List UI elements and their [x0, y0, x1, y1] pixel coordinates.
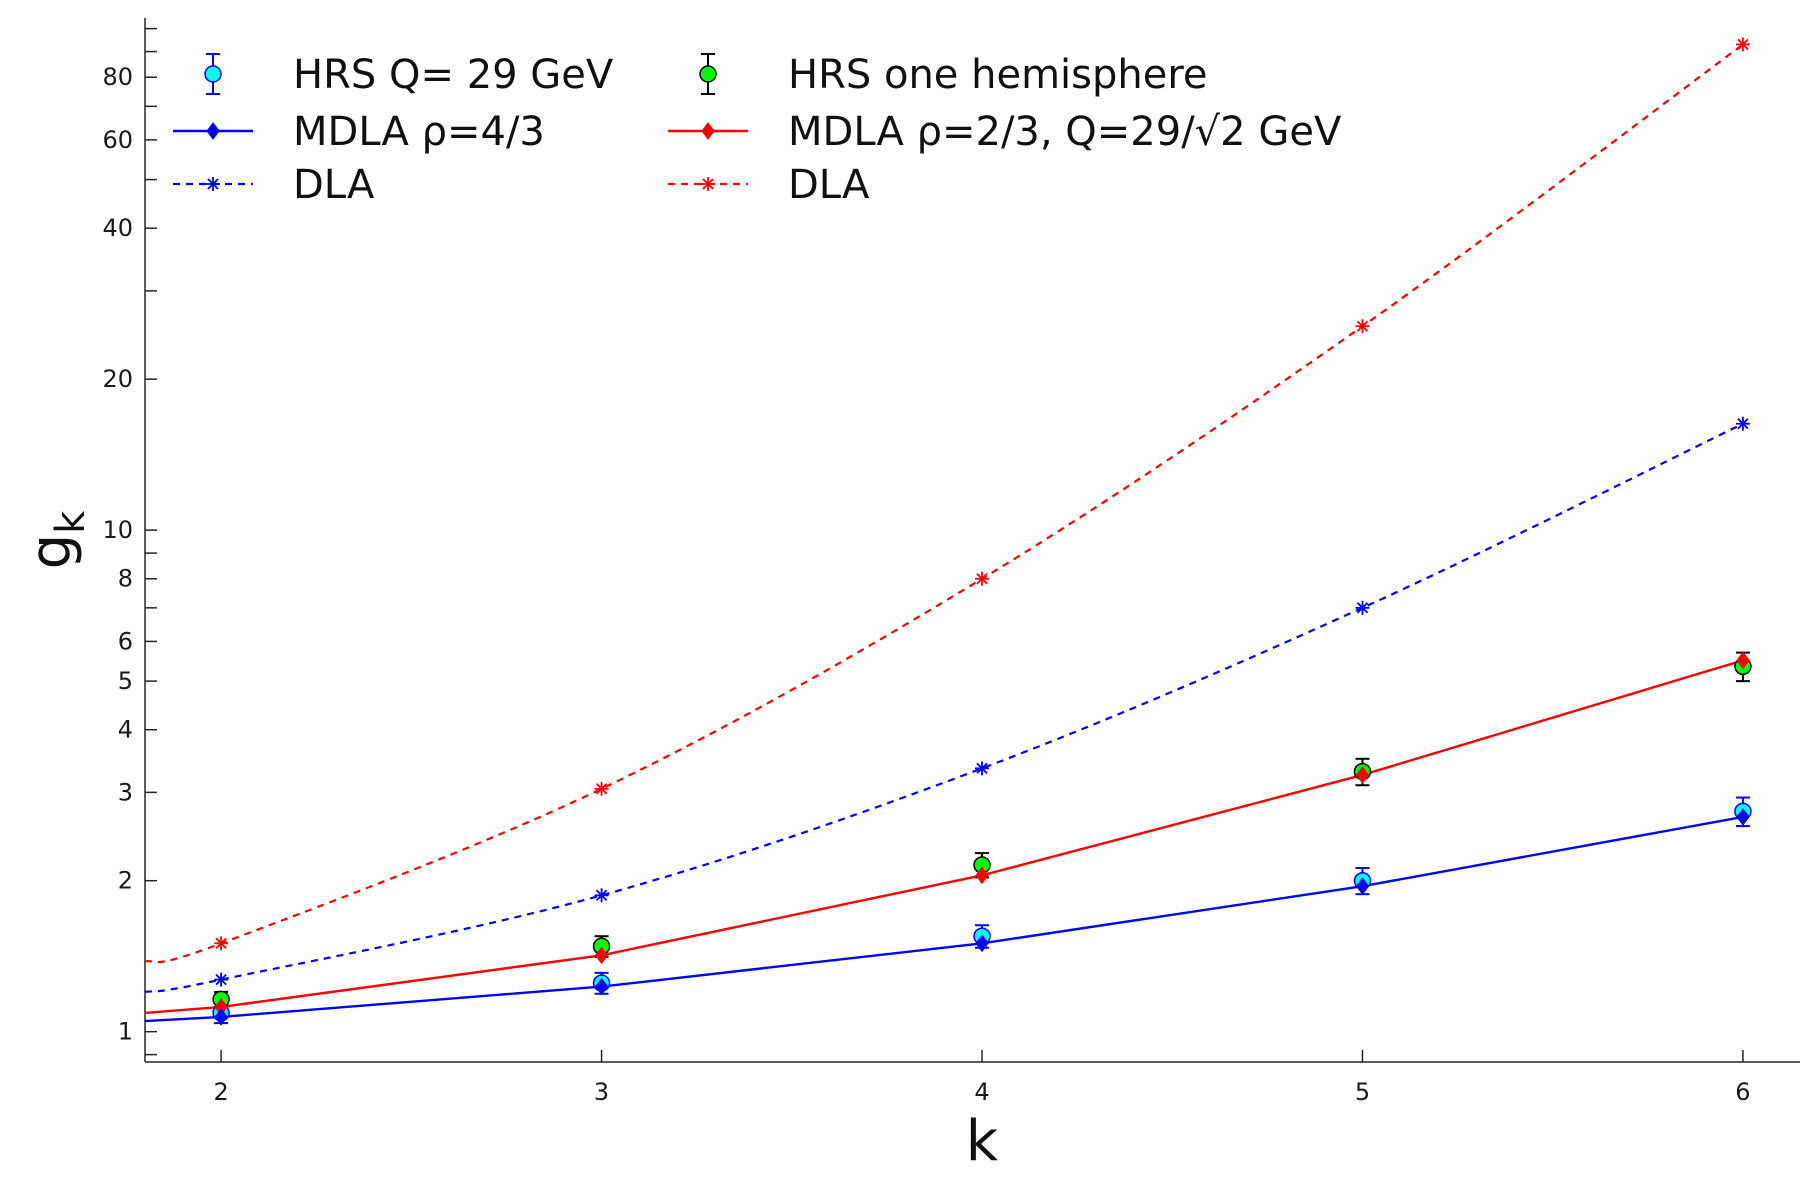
y-tick-label: 5 [118, 667, 133, 695]
y-tick-label: 80 [102, 63, 133, 91]
y-tick-label: 10 [102, 516, 133, 544]
data-point-mdla_hemi [1736, 651, 1750, 670]
series-line-mdla_hemi [144, 659, 1744, 1015]
data-point-mdla_full [214, 1008, 228, 1026]
y-tick-label: 1 [118, 1018, 133, 1046]
y-axis-title-subscript: k [48, 510, 94, 534]
legend-label-hrs_full: HRS Q= 29 GeV [293, 52, 614, 98]
legend-symbol-hrs_full [204, 53, 222, 95]
data-point-mdla_full [1355, 877, 1370, 896]
legend-label-dla_full: DLA [293, 162, 375, 208]
x-tick-label: 3 [594, 1078, 609, 1106]
legend-symbol-dla_hemi [701, 177, 715, 191]
series-line-dla_hemi [144, 43, 1744, 964]
legend-item-dla_hemi: DLA [668, 162, 870, 208]
legend-label-dla_hemi: DLA [788, 162, 870, 208]
data-point-dla_hemi [1355, 319, 1370, 334]
legend-item-mdla_full: MDLA ρ=4/3 [173, 109, 545, 155]
y-tick-label: 60 [102, 126, 133, 154]
x-tick-label: 5 [1355, 1078, 1370, 1106]
y-tick-label: 3 [118, 778, 133, 806]
plot-area [144, 37, 1752, 1026]
data-point-mdla_hemi [1355, 766, 1370, 784]
data-point-dla_full [1355, 600, 1370, 615]
data-point-dla_full [214, 972, 229, 987]
series-line-dla_full [144, 422, 1744, 994]
x-tick-label: 6 [1735, 1078, 1750, 1106]
legend-label-mdla_full: MDLA ρ=4/3 [293, 109, 545, 155]
y-tick-label: 6 [118, 627, 133, 655]
legend-label-mdla_hemi: MDLA ρ=2/3, Q=29/√2 GeV [788, 109, 1342, 155]
data-point-dla_full [1735, 416, 1750, 431]
series-line-mdla_full [144, 815, 1744, 1023]
data-point-dla_full [594, 888, 609, 903]
x-tick-label: 2 [213, 1078, 228, 1106]
legend-item-dla_full: DLA [173, 162, 375, 208]
legend-symbol-dla_full [206, 177, 220, 191]
x-tick-label: 4 [974, 1078, 989, 1106]
data-point-mdla_full [1736, 808, 1750, 826]
data-point-dla_hemi [1735, 37, 1750, 52]
data-point-dla_hemi [975, 571, 990, 586]
data-point-mdla_full [975, 934, 989, 953]
data-point-mdla_hemi [594, 946, 609, 965]
data-point-dla_hemi [594, 781, 609, 796]
legend-item-mdla_hemi: MDLA ρ=2/3, Q=29/√2 GeV [668, 109, 1342, 155]
y-tick-label: 40 [102, 214, 133, 242]
data-point-mdla_hemi [975, 866, 989, 885]
data-point-dla_full [975, 761, 990, 776]
legend-symbol-hrs_hemi [699, 53, 717, 95]
y-tick-label: 2 [118, 867, 133, 895]
legend: HRS Q= 29 GeV HRS one hemisphere MDLA ρ=4/… [173, 52, 1342, 208]
y-axis-title-main: g [19, 534, 84, 570]
legend-item-hrs_hemi: HRS one hemisphere [699, 52, 1208, 98]
legend-label-hrs_hemi: HRS one hemisphere [788, 52, 1208, 98]
y-tick-label: 4 [118, 716, 133, 744]
legend-item-hrs_full: HRS Q= 29 GeV [204, 52, 614, 98]
legend-symbol-mdla_full [206, 122, 220, 140]
x-axis-title: k [966, 1109, 999, 1174]
data-point-mdla_full [594, 977, 609, 996]
axes: 2 3 4 5 6 1 2 3 4 5 6 8 10 20 40 60 80 [102, 18, 1800, 1106]
y-tick-label: 8 [118, 565, 133, 593]
data-point-dla_hemi [214, 936, 229, 951]
y-axis-title: gk [19, 510, 94, 570]
y-tick-label: 20 [102, 365, 133, 393]
legend-symbol-mdla_hemi [701, 122, 715, 140]
